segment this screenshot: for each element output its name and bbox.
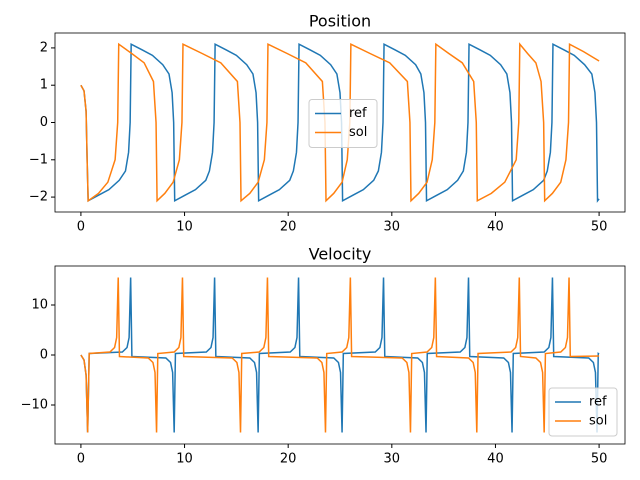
y-tick-label: 0 [40,348,48,363]
legend-label: sol [589,414,607,429]
legend-label: ref [589,395,607,410]
y-tick-label: −2 [29,190,48,205]
x-tick-label: 50 [591,452,608,467]
x-tick-label: 20 [280,452,297,467]
x-tick-label: 10 [176,220,193,235]
legend-label: sol [349,125,367,140]
y-tick-label: 0 [40,115,48,130]
legend-label: ref [349,106,367,121]
y-tick-label: 2 [40,40,48,55]
chart-title: Velocity [309,245,372,264]
legend-box [548,387,618,437]
x-tick-label: 50 [591,220,608,235]
legend-box [308,99,378,148]
axes-frame [54,265,626,445]
series-line [80,277,600,433]
x-tick-label: 10 [176,452,193,467]
x-tick-label: 30 [384,452,401,467]
axes-frame [54,32,626,213]
y-tick-label: −1 [29,152,48,167]
x-tick-label: 40 [487,220,504,235]
x-tick-label: 40 [487,452,504,467]
series-line [80,42,600,203]
x-tick-label: 30 [384,220,401,235]
x-tick-label: 20 [280,220,297,235]
chart-title: Position [309,12,371,31]
y-tick-label: 10 [31,298,48,313]
y-tick-label: 1 [40,78,48,93]
x-tick-label: 0 [77,452,85,467]
y-tick-label: −10 [21,398,48,413]
x-tick-label: 0 [77,220,85,235]
series-line [80,277,600,433]
